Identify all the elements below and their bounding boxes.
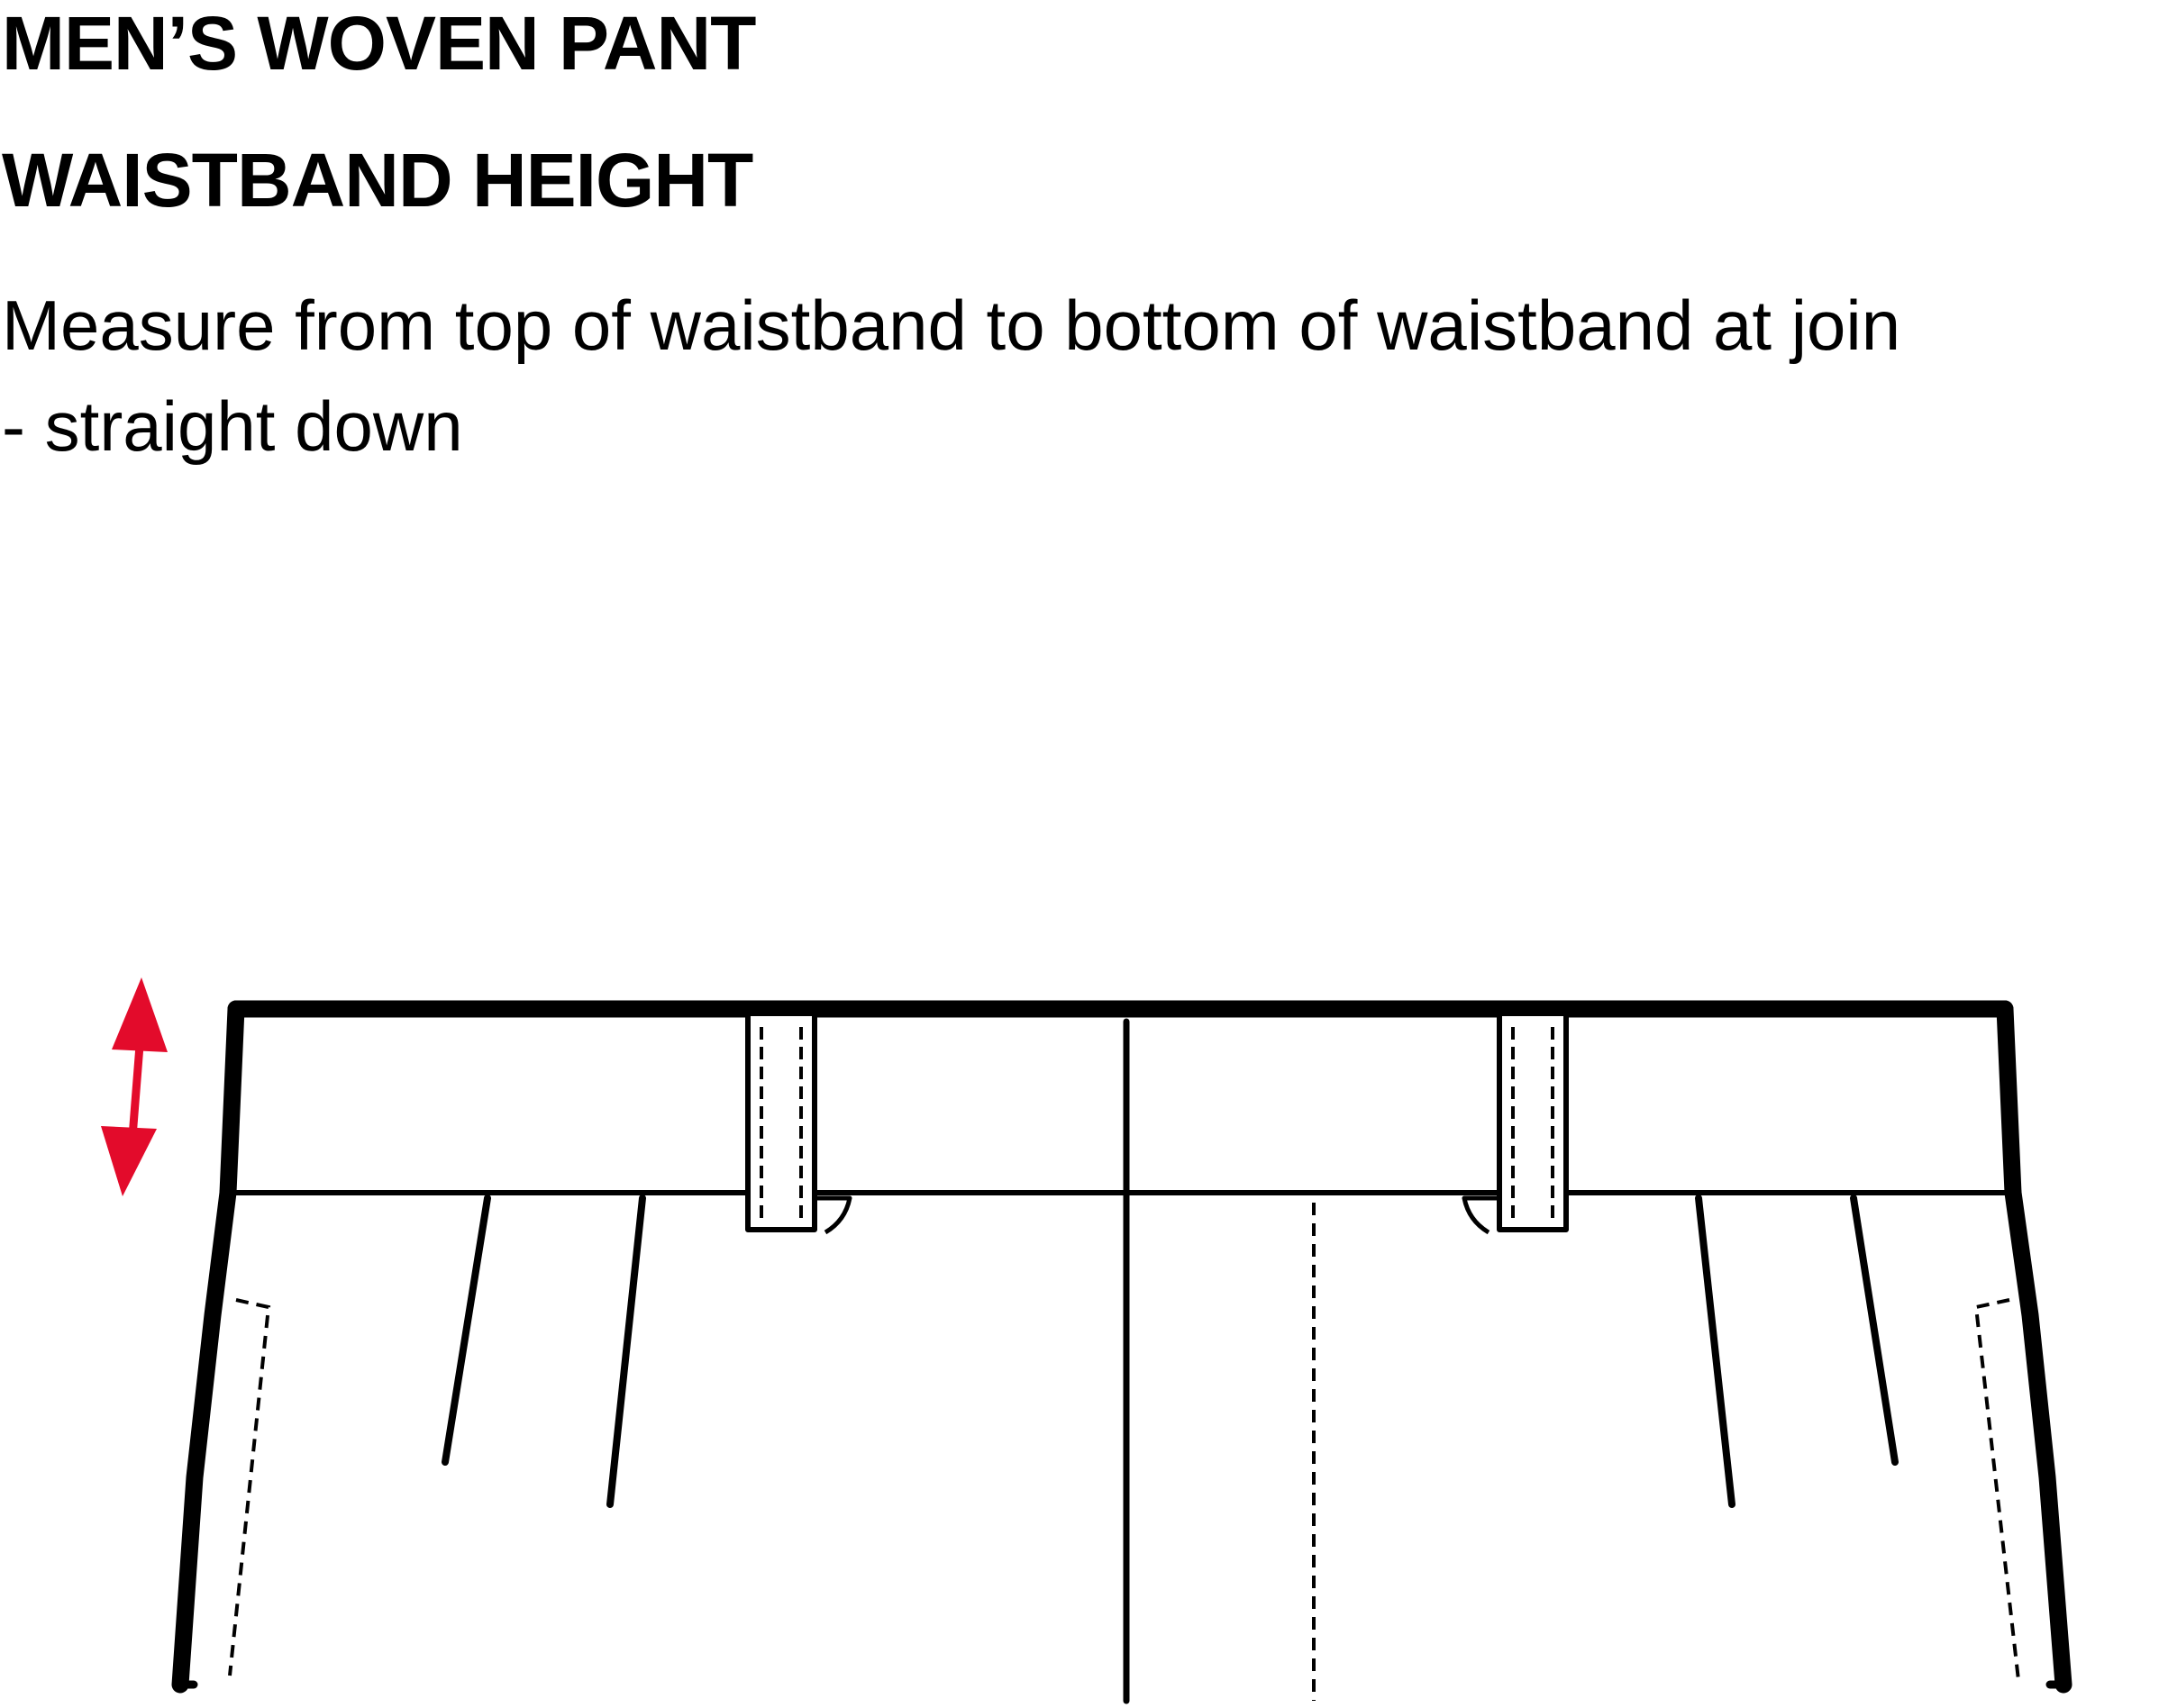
right-pleat-1	[1695, 1195, 1735, 1508]
page-title: MEN’S WOVEN PANT	[2, 1, 756, 86]
left-pleat-1	[442, 1195, 491, 1466]
waistband-left-end	[219, 1000, 245, 1202]
belt-loop-right-fold	[1462, 1195, 1499, 1235]
belt-loops	[745, 1011, 1569, 1235]
left-pleat-2	[606, 1195, 646, 1508]
arrow-head-down	[101, 1126, 157, 1196]
measure-arrow	[101, 977, 168, 1196]
belt-loop-left	[745, 1011, 817, 1232]
right-side-seam	[2004, 1184, 2072, 1694]
waistband-right-end	[1996, 1000, 2022, 1202]
left-pocket-stitch	[228, 1298, 271, 1676]
belt-loop-right	[1497, 1011, 1569, 1232]
belt-loop-left-fold	[815, 1195, 852, 1235]
pleats	[442, 1195, 1899, 1508]
left-side-seam	[171, 1184, 237, 1694]
right-pocket-stitch	[1973, 1298, 2020, 1681]
instruction-line-1: Measure from top of waistband to bottom …	[2, 286, 1901, 365]
instruction-line-2: - straight down	[2, 386, 463, 466]
measurement-title: WAISTBAND HEIGHT	[2, 138, 753, 223]
stitching	[228, 1203, 2020, 1701]
right-pleat-2	[1850, 1195, 1899, 1466]
measurement-instructions: Measure from top of waistband to bottom …	[2, 275, 2155, 477]
pant-outline	[171, 1000, 2072, 1704]
arrow-head-up	[112, 977, 168, 1052]
